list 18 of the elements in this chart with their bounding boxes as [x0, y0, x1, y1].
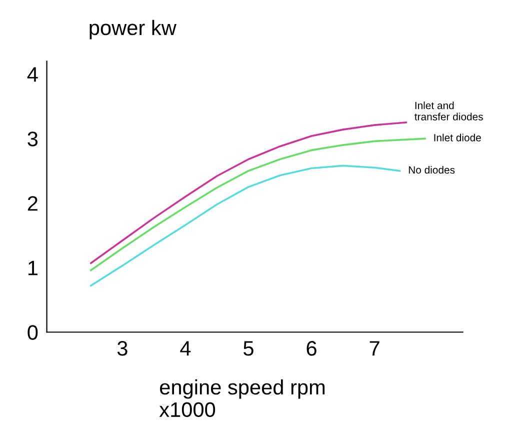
series-label: Inlet and transfer diodes: [414, 102, 483, 120]
line-series: [90, 122, 407, 264]
x-tick-label: 5: [244, 341, 254, 356]
y-tick-label: 3: [28, 132, 38, 146]
line-series: [90, 138, 426, 272]
x-axis-title: engine speed rpm x1000: [159, 379, 325, 418]
chart-title: power kw: [90, 20, 176, 40]
series-label: Inlet diode: [434, 134, 481, 142]
series-label: No diodes: [408, 166, 455, 174]
x-tick-label: 6: [306, 341, 316, 356]
x-tick-label: 7: [370, 341, 380, 356]
y-tick-label: 4: [27, 67, 38, 82]
line-series: [90, 164, 401, 287]
y-tick-label: 1: [28, 260, 38, 276]
x-tick-label: 3: [117, 341, 128, 356]
y-tick-label: 2: [28, 196, 38, 211]
y-tick-label: 0: [28, 325, 38, 340]
x-tick-label: 4: [180, 341, 191, 356]
